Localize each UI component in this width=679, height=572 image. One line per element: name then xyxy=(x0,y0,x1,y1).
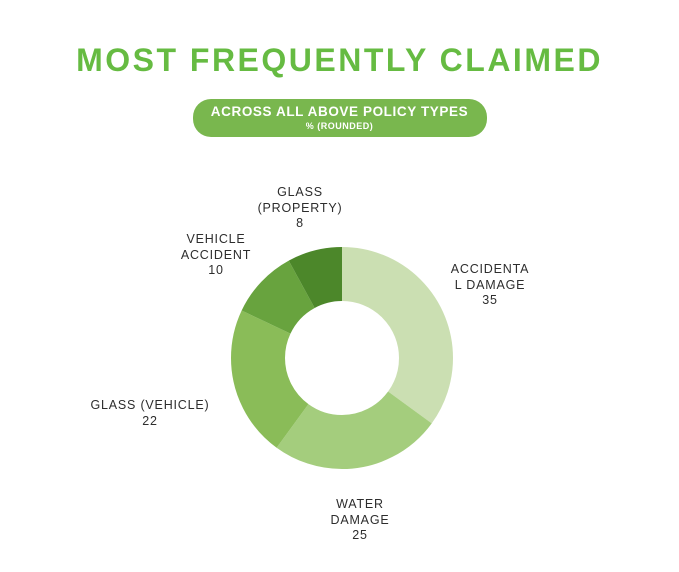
label-line: DAMAGE xyxy=(330,512,390,527)
label-value: 8 xyxy=(296,216,304,230)
label-line: L DAMAGE xyxy=(454,277,526,292)
label-glass-property: GLASS (PROPERTY) 8 xyxy=(240,185,360,232)
label-accidental-damage: ACCIDENTA L DAMAGE 35 xyxy=(442,262,538,309)
label-value: 25 xyxy=(352,528,368,542)
subtitle-badge: ACROSS ALL ABOVE POLICY TYPES % (ROUNDED… xyxy=(192,99,487,137)
label-line: (PROPERTY) xyxy=(257,200,343,215)
label-value: 10 xyxy=(208,263,224,277)
donut-chart xyxy=(231,247,453,469)
label-line: GLASS (VEHICLE) xyxy=(90,398,210,412)
label-line: WATER xyxy=(336,497,384,511)
label-glass-vehicle: GLASS (VEHICLE) 22 xyxy=(88,398,212,429)
label-water-damage: WATER DAMAGE 25 xyxy=(300,497,420,544)
badge-subtitle: ACROSS ALL ABOVE POLICY TYPES xyxy=(210,104,469,119)
label-value: 22 xyxy=(142,413,158,428)
badge-units-note: % (ROUNDED) xyxy=(305,121,374,131)
label-vehicle-accident: VEHICLE ACCIDENT 10 xyxy=(156,232,276,279)
segment-glass-vehicle xyxy=(231,247,453,469)
label-value: 35 xyxy=(482,293,498,307)
label-line: ACCIDENT xyxy=(180,247,252,262)
page-title: MOST FREQUENTLY CLAIMED xyxy=(76,42,603,78)
segment-glass-property xyxy=(231,247,453,469)
segment-water-damage xyxy=(231,247,453,469)
label-line: GLASS xyxy=(277,185,323,199)
label-line: ACCIDENTA xyxy=(450,262,530,276)
label-line: VEHICLE xyxy=(186,232,246,246)
